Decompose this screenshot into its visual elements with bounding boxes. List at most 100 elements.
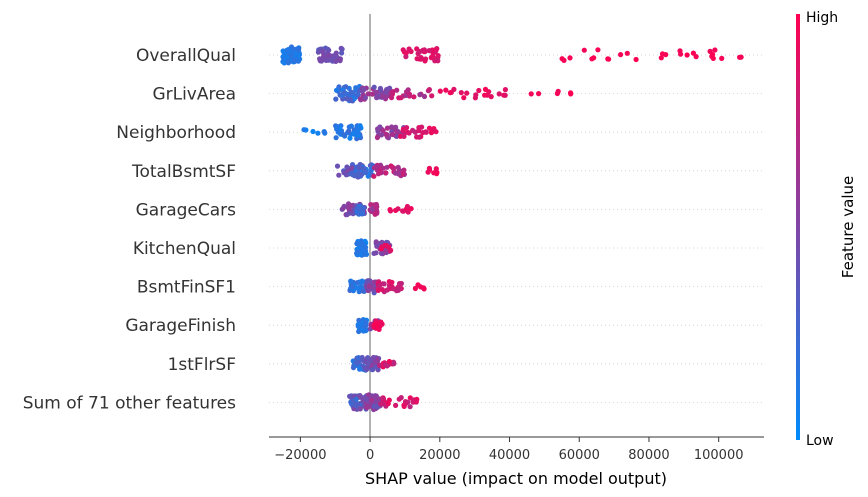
- shap-point: [353, 396, 359, 402]
- shap-point: [320, 48, 326, 54]
- feature-label: Neighborhood: [116, 123, 236, 143]
- shap-point: [296, 47, 302, 53]
- shap-point: [371, 84, 377, 90]
- shap-point: [398, 395, 404, 401]
- feature-label: GrLivArea: [152, 85, 236, 105]
- shap-point: [355, 171, 361, 177]
- x-tick-label: 40000: [489, 448, 530, 463]
- shap-point: [464, 90, 470, 96]
- colorbar-high-label: High: [806, 10, 838, 26]
- shap-point: [451, 86, 457, 92]
- shap-point: [363, 319, 369, 325]
- shap-point: [369, 91, 375, 97]
- shap-point: [370, 367, 376, 373]
- shap-point: [709, 53, 715, 60]
- shap-point: [379, 401, 385, 407]
- shap-point: [355, 92, 361, 98]
- shap-point: [346, 124, 352, 130]
- shap-point: [330, 55, 336, 61]
- shap-point: [414, 134, 420, 140]
- shap-point: [401, 402, 407, 408]
- shap-point: [344, 164, 350, 170]
- shap-point: [416, 125, 422, 131]
- shap-point: [363, 323, 369, 329]
- shap-point: [555, 88, 561, 94]
- shap-point: [291, 58, 297, 64]
- shap-point: [370, 354, 377, 361]
- shap-point: [334, 163, 341, 169]
- shap-point: [358, 279, 364, 285]
- shap-point: [351, 96, 357, 102]
- feature-label: OverallQual: [136, 46, 236, 66]
- shap-point: [363, 327, 369, 333]
- feature-label: TotalBsmtSF: [131, 162, 236, 182]
- shap-point: [366, 283, 372, 289]
- shap-point: [403, 54, 409, 60]
- shap-point: [380, 395, 386, 401]
- shap-point: [388, 95, 395, 101]
- shap-point: [384, 243, 390, 249]
- shap-point: [352, 402, 358, 408]
- shap-point: [401, 133, 407, 139]
- x-axis-ticks: −20000 0 20000 40000 60000 80000 100000: [274, 437, 744, 463]
- colorbar: [796, 14, 800, 440]
- shap-point: [432, 58, 438, 64]
- shap-point: [348, 278, 354, 284]
- feature-label: BsmtFinSF1: [137, 278, 236, 298]
- shap-point: [391, 361, 397, 367]
- shap-point: [360, 288, 366, 294]
- shap-point: [358, 205, 364, 211]
- shap-point: [395, 287, 401, 293]
- shap-point: [488, 94, 494, 100]
- shap-point: [347, 210, 353, 216]
- shap-point: [420, 130, 426, 136]
- shap-point: [417, 92, 423, 98]
- shap-point: [383, 362, 389, 368]
- shap-point: [406, 46, 412, 52]
- shap-point: [357, 165, 363, 171]
- shap-point: [417, 48, 423, 55]
- shap-point: [385, 401, 391, 407]
- colorbar-low-label: Low: [806, 433, 834, 449]
- shap-point: [374, 134, 380, 141]
- shap-point: [377, 282, 383, 288]
- shap-point: [396, 281, 403, 287]
- shap-point: [426, 125, 433, 131]
- shap-point: [384, 125, 391, 131]
- shap-point: [356, 323, 362, 329]
- shap-point: [482, 86, 489, 92]
- shap-point: [343, 96, 350, 102]
- colorbar-title: Feature value: [839, 176, 857, 278]
- shap-point: [418, 284, 424, 290]
- shap-point: [568, 91, 574, 97]
- feature-label: GarageFinish: [125, 316, 236, 336]
- shap-point: [378, 246, 384, 252]
- shap-point: [336, 172, 342, 178]
- shap-point: [375, 287, 381, 293]
- shap-point: [349, 284, 355, 290]
- shap-point: [684, 52, 690, 58]
- shap-point: [393, 402, 399, 408]
- shap-point: [341, 132, 347, 138]
- shap-point: [362, 95, 368, 101]
- shap-point: [325, 52, 332, 58]
- shap-point: [361, 242, 367, 248]
- shap-point: [347, 393, 353, 399]
- shap-point: [536, 91, 542, 97]
- shap-point: [355, 355, 362, 361]
- shap-point: [381, 281, 387, 287]
- shap-point: [301, 127, 307, 133]
- shap-point: [618, 52, 624, 58]
- shap-point: [426, 87, 432, 93]
- shap-point: [333, 96, 339, 102]
- shap-point: [346, 128, 352, 134]
- shap-point: [405, 209, 411, 215]
- shap-point: [365, 91, 371, 97]
- shap-point: [348, 89, 354, 95]
- shap-point: [422, 58, 428, 64]
- shap-point: [371, 173, 377, 179]
- shap-point: [346, 204, 352, 210]
- shap-point: [458, 90, 464, 96]
- shap-point: [393, 124, 399, 130]
- shap-point: [353, 85, 359, 91]
